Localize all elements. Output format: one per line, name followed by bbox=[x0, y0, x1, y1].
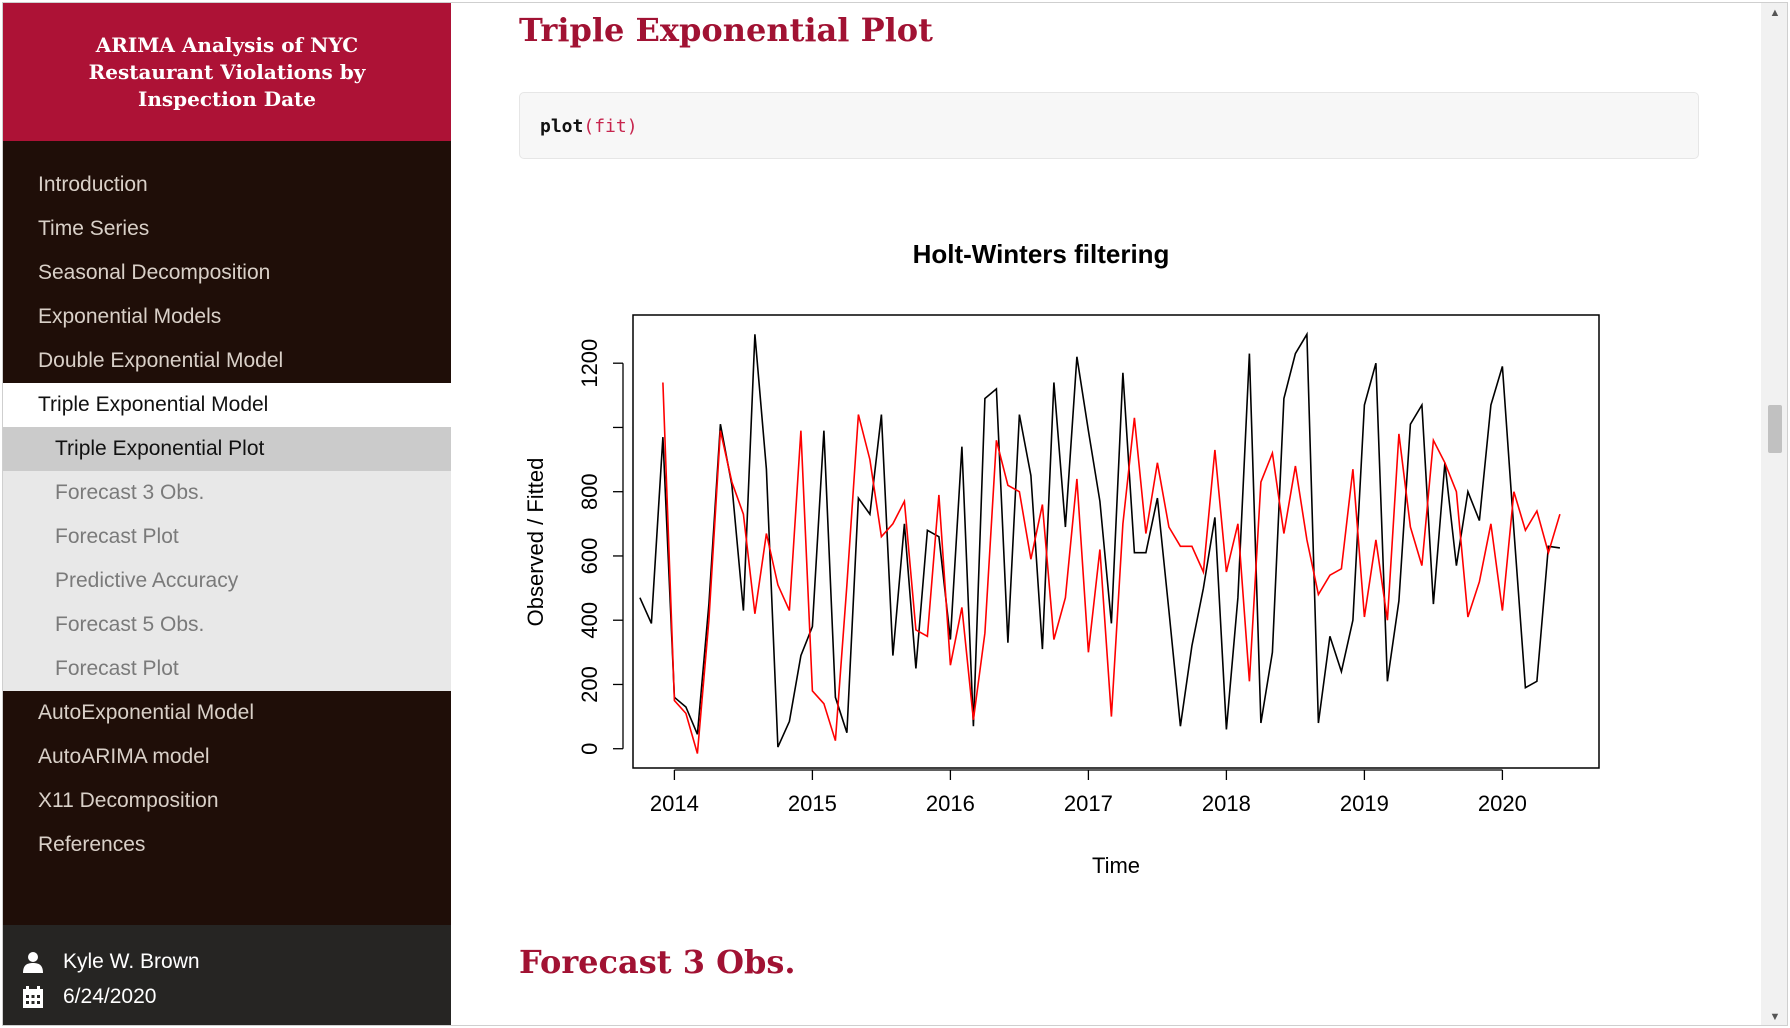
toc-item-exponential-models[interactable]: Exponential Models bbox=[38, 305, 222, 328]
toc-item-references[interactable]: References bbox=[38, 833, 146, 856]
toc-item-introduction[interactable]: Introduction bbox=[38, 173, 148, 196]
author-row: Kyle W. Brown bbox=[21, 947, 200, 977]
toc-item-triple-exponential-model[interactable]: Triple Exponential Model bbox=[3, 383, 451, 427]
scroll-up-arrow-icon[interactable]: ▲ bbox=[1769, 7, 1781, 19]
x-axis-label: Time bbox=[1092, 853, 1140, 878]
x-tick-label: 2019 bbox=[1340, 791, 1389, 816]
toc-subsection-list: Triple Exponential Plot Forecast 3 Obs. … bbox=[3, 427, 451, 691]
y-axis-label: Observed / Fitted bbox=[523, 458, 548, 627]
y-tick-label: 600 bbox=[577, 538, 602, 575]
scroll-down-arrow-icon[interactable]: ▼ bbox=[1769, 1011, 1781, 1023]
fitted-series-line bbox=[662, 382, 1561, 754]
code-arguments: (fit) bbox=[583, 116, 638, 137]
x-tick-label: 2015 bbox=[788, 791, 837, 816]
series-layer bbox=[639, 331, 1561, 754]
y-axis: 0 200 400 600 800 1200 bbox=[577, 339, 624, 755]
y-tick-label: 200 bbox=[577, 666, 602, 703]
y-tick-label: 800 bbox=[577, 473, 602, 510]
y-tick-label: 400 bbox=[577, 602, 602, 639]
plot-area-border bbox=[632, 314, 1600, 769]
toc-subitem-forecast-5-obs[interactable]: Forecast 5 Obs. bbox=[55, 613, 205, 636]
holt-winters-plot: Holt-Winters filtering 2014 2015 2016 2017 2… bbox=[515, 197, 1661, 915]
plot-svg: Holt-Winters filtering 2014 2015 2016 2017 2… bbox=[523, 239, 1600, 878]
toc-subitem-triple-exponential-plot[interactable]: Triple Exponential Plot bbox=[3, 427, 451, 471]
date-row: 6/24/2020 bbox=[21, 982, 156, 1012]
user-icon bbox=[23, 952, 43, 973]
x-tick-label: 2017 bbox=[1064, 791, 1113, 816]
toc-item-time-series[interactable]: Time Series bbox=[38, 217, 150, 240]
main-content: Triple Exponential Plot plot(fit) Holt-W… bbox=[451, 3, 1761, 1025]
toc-item-autoexponential-model[interactable]: AutoExponential Model bbox=[38, 701, 254, 724]
toc-item-seasonal-decomposition[interactable]: Seasonal Decomposition bbox=[38, 261, 271, 284]
table-of-contents: Introduction Time Series Seasonal Decomp… bbox=[3, 163, 451, 867]
x-tick-label: 2016 bbox=[926, 791, 975, 816]
x-tick-label: 2014 bbox=[650, 791, 699, 816]
toc-item-double-exponential-model[interactable]: Double Exponential Model bbox=[38, 349, 284, 372]
report-title: ARIMA Analysis of NYC Restaurant Violati… bbox=[88, 32, 366, 111]
toc-subitem-forecast-plot[interactable]: Forecast Plot bbox=[55, 525, 179, 548]
sidebar: ARIMA Analysis of NYC Restaurant Violati… bbox=[3, 3, 451, 1025]
chart-title: Holt-Winters filtering bbox=[913, 239, 1170, 269]
toc-subitem-forecast-plot-2[interactable]: Forecast Plot bbox=[55, 657, 179, 680]
scrollbar-thumb[interactable] bbox=[1768, 405, 1782, 453]
y-tick-label: 1200 bbox=[577, 339, 602, 388]
section-title-forecast-3-obs: Forecast 3 Obs. bbox=[519, 943, 796, 981]
x-axis: 2014 2015 2016 2017 2018 2019 2020 bbox=[650, 769, 1527, 816]
observed-series-line bbox=[639, 331, 1561, 748]
sidebar-header: ARIMA Analysis of NYC Restaurant Violati… bbox=[3, 3, 451, 141]
toc-item-x11-decomposition[interactable]: X11 Decomposition bbox=[38, 789, 219, 812]
code-block: plot(fit) bbox=[519, 92, 1699, 159]
publish-date: 6/24/2020 bbox=[63, 985, 157, 1008]
code-function: plot bbox=[540, 116, 584, 137]
toc-item-autoarima-model[interactable]: AutoARIMA model bbox=[38, 745, 210, 768]
x-tick-label: 2018 bbox=[1202, 791, 1251, 816]
y-tick-label: 0 bbox=[577, 743, 602, 755]
vertical-scrollbar[interactable]: ▲ ▼ bbox=[1761, 3, 1787, 1025]
section-title-triple-exponential-plot: Triple Exponential Plot bbox=[519, 11, 933, 49]
sidebar-footer: Kyle W. Brown 6/24/2020 bbox=[3, 925, 451, 1025]
author-name: Kyle W. Brown bbox=[63, 950, 200, 973]
toc-subitem-forecast-3-obs[interactable]: Forecast 3 Obs. bbox=[55, 481, 205, 504]
x-tick-label: 2020 bbox=[1478, 791, 1527, 816]
toc-subitem-predictive-accuracy[interactable]: Predictive Accuracy bbox=[55, 569, 239, 592]
calendar-icon bbox=[23, 986, 43, 1008]
